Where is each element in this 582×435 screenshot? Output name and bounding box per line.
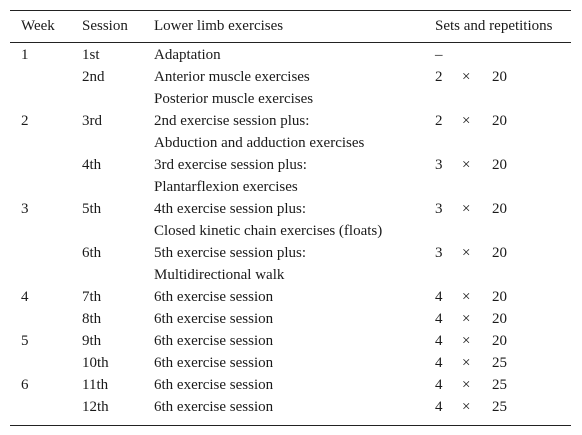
cell-exercise: Adaptation <box>154 47 221 63</box>
cell-repetitions: 25 <box>492 355 507 371</box>
cell-week: 5 <box>21 333 29 349</box>
cell-times-sign: × <box>462 69 471 85</box>
cell-repetitions: 20 <box>492 245 507 261</box>
cell-session: 1st <box>82 47 100 63</box>
header-exercises: Lower limb exercises <box>154 18 284 34</box>
cell-session: 8th <box>82 311 102 327</box>
cell-exercise: Posterior muscle exercises <box>154 91 314 107</box>
cell-sets: 4 <box>435 355 443 371</box>
cell-exercise: 6th exercise session <box>154 333 274 349</box>
cell-times-sign: × <box>462 377 471 393</box>
cell-exercise: 6th exercise session <box>154 355 274 371</box>
cell-times-sign: × <box>462 399 471 415</box>
cell-exercise: Anterior muscle exercises <box>154 69 310 85</box>
cell-sets: 4 <box>435 399 443 415</box>
cell-exercise: 3rd exercise session plus: <box>154 157 307 173</box>
header-sets-repetitions: Sets and repetitions <box>435 18 553 34</box>
cell-times-sign: × <box>462 113 471 129</box>
cell-exercise: Plantarflexion exercises <box>154 179 298 195</box>
cell-repetitions: 20 <box>492 311 507 327</box>
cell-times-sign: × <box>462 311 471 327</box>
cell-session: 4th <box>82 157 102 173</box>
cell-week: 4 <box>21 289 29 305</box>
cell-sets: 3 <box>435 245 443 261</box>
cell-sets: 4 <box>435 377 443 393</box>
cell-week: 2 <box>21 113 29 129</box>
cell-sets: 2 <box>435 69 443 85</box>
cell-exercise: 6th exercise session <box>154 289 274 305</box>
cell-repetitions: 25 <box>492 399 507 415</box>
cell-sets: 4 <box>435 311 443 327</box>
cell-week: 3 <box>21 201 29 217</box>
cell-exercise: Abduction and adduction exercises <box>154 135 365 151</box>
cell-exercise: 6th exercise session <box>154 399 274 415</box>
table-bottom-rule <box>10 425 571 426</box>
cell-week: 1 <box>21 47 29 63</box>
cell-repetitions: 20 <box>492 113 507 129</box>
cell-exercise: 4th exercise session plus: <box>154 201 307 217</box>
table-header-rule <box>10 42 571 43</box>
cell-sets: – <box>435 47 443 63</box>
table-top-rule <box>10 10 571 11</box>
cell-repetitions: 25 <box>492 377 507 393</box>
cell-repetitions: 20 <box>492 289 507 305</box>
cell-sets: 2 <box>435 113 443 129</box>
cell-sets: 4 <box>435 333 443 349</box>
cell-sets: 4 <box>435 289 443 305</box>
cell-exercise: 6th exercise session <box>154 377 274 393</box>
cell-repetitions: 20 <box>492 333 507 349</box>
cell-session: 6th <box>82 245 102 261</box>
cell-session: 12th <box>82 399 109 415</box>
cell-exercise: 5th exercise session plus: <box>154 245 307 261</box>
cell-exercise: 6th exercise session <box>154 311 274 327</box>
cell-times-sign: × <box>462 289 471 305</box>
cell-times-sign: × <box>462 355 471 371</box>
cell-session: 2nd <box>82 69 105 85</box>
cell-session: 3rd <box>82 113 102 129</box>
cell-session: 10th <box>82 355 109 371</box>
header-week: Week <box>21 18 55 34</box>
cell-exercise: 2nd exercise session plus: <box>154 113 310 129</box>
cell-session: 11th <box>82 377 109 393</box>
cell-repetitions: 20 <box>492 157 507 173</box>
cell-session: 5th <box>82 201 102 217</box>
cell-times-sign: × <box>462 201 471 217</box>
cell-week: 6 <box>21 377 29 393</box>
cell-times-sign: × <box>462 245 471 261</box>
cell-repetitions: 20 <box>492 69 507 85</box>
cell-repetitions: 20 <box>492 201 507 217</box>
cell-session: 7th <box>82 289 102 305</box>
cell-exercise: Closed kinetic chain exercises (floats) <box>154 223 383 239</box>
cell-sets: 3 <box>435 157 443 173</box>
header-session: Session <box>82 18 128 34</box>
cell-times-sign: × <box>462 157 471 173</box>
cell-times-sign: × <box>462 333 471 349</box>
cell-session: 9th <box>82 333 102 349</box>
cell-sets: 3 <box>435 201 443 217</box>
cell-exercise: Multidirectional walk <box>154 267 285 283</box>
